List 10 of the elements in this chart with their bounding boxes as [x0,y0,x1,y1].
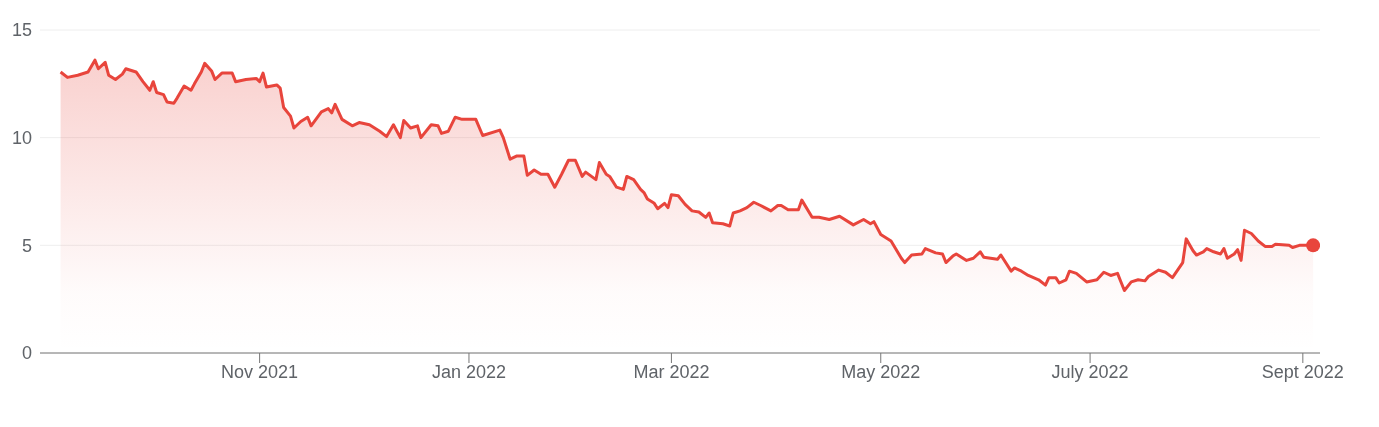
x-tick-label: May 2022 [841,361,921,382]
x-tick-label: Sept 2022 [1261,361,1344,382]
x-tick-label: July 2022 [1051,361,1129,382]
x-tick-label: Nov 2021 [221,361,299,382]
y-tick-label: 10 [11,128,32,149]
x-tick-label: Jan 2022 [431,361,506,382]
x-tick-label: Mar 2022 [633,361,710,382]
y-tick-label: 15 [11,20,32,41]
y-tick-label: 0 [21,343,32,364]
y-tick-label: 5 [21,235,32,256]
